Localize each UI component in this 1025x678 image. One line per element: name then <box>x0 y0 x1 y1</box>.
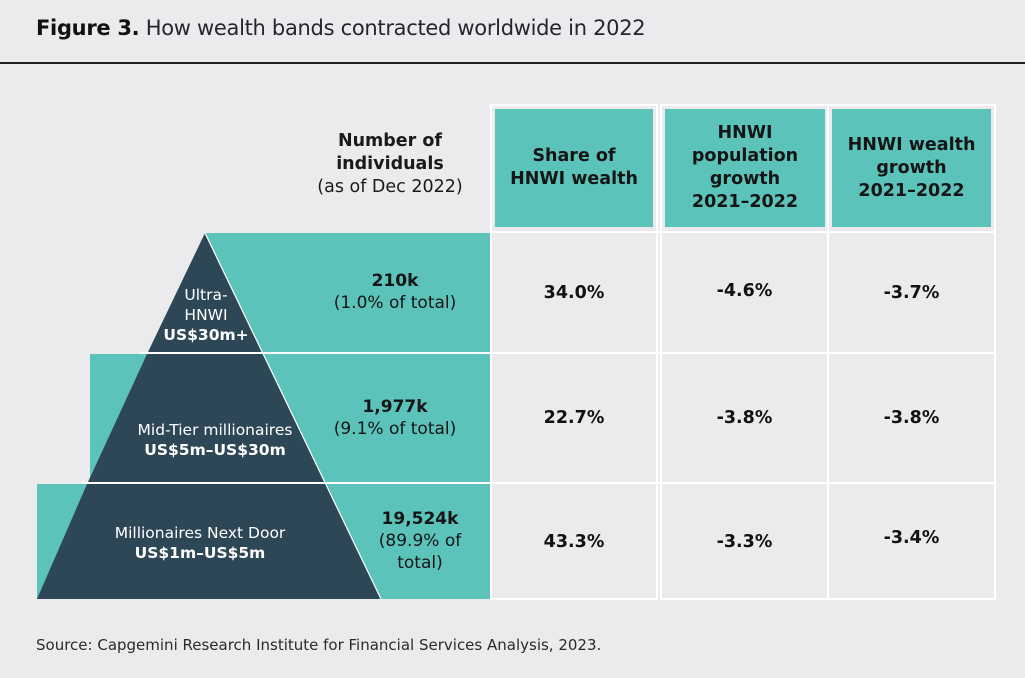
cell-popgrowth-ultra-hnwi: -4.6% <box>716 280 773 301</box>
count-mid-tier: 1,977k (9.1% of total) <box>300 396 490 440</box>
band-name: Ultra- <box>184 286 228 304</box>
count-share: (89.9% of <box>378 531 462 551</box>
column-header-wealth-growth: HNWI wealth growth 2021–2022 <box>832 109 991 227</box>
row-separator <box>490 482 996 484</box>
cell-share-mid-tier: 22.7% <box>543 408 605 428</box>
pyramid-edge <box>204 232 382 600</box>
cell-wealthgrowth-mid-tier: -3.8% <box>883 408 940 428</box>
count-header-line3: (as of Dec 2022) <box>317 177 463 197</box>
source-note: Source: Capgemini Research Institute for… <box>36 636 602 654</box>
header-line: HNWI <box>717 123 773 143</box>
row-separator <box>490 352 996 354</box>
header-line: growth <box>876 157 947 178</box>
band-name: HNWI <box>184 306 228 324</box>
cell-popgrowth-next-door: -3.3% <box>716 531 773 552</box>
count-ultra-hnwi: 210k (1.0% of total) <box>300 270 490 314</box>
column-header-population-growth: HNWI population growth 2021–2022 <box>665 109 825 227</box>
figure-title: Figure 3. How wealth bands contracted wo… <box>36 16 646 40</box>
header-line: HNWI wealth <box>847 134 976 155</box>
band-range: US$1m–US$5m <box>134 544 266 562</box>
band-range: US$5m–US$30m <box>144 441 286 459</box>
band-name: Millionaires Next Door <box>114 524 286 542</box>
count-value: 210k <box>371 271 419 291</box>
band-label-mid-tier: Mid-Tier millionaires US$5m–US$30m <box>100 420 330 460</box>
count-value: 1,977k <box>362 397 428 417</box>
header-line: HNWI wealth <box>510 169 638 189</box>
count-next-door: 19,524k (89.9% of total) <box>340 508 500 574</box>
band-label-ultra-hnwi: Ultra- HNWI US$30m+ <box>150 285 262 345</box>
cell-popgrowth-mid-tier: -3.8% <box>716 408 773 428</box>
figure-label: Figure 3. <box>36 16 140 40</box>
band-name: Mid-Tier millionaires <box>137 421 293 439</box>
header-line: Share of <box>532 146 616 166</box>
count-share: (1.0% of total) <box>333 293 457 313</box>
cell-wealthgrowth-ultra-hnwi: -3.7% <box>883 282 940 303</box>
band-range: US$30m+ <box>163 326 249 344</box>
header-line: population <box>691 146 799 166</box>
figure-title-text: How wealth bands contracted worldwide in… <box>145 16 646 40</box>
count-column-header: Number of individuals (as of Dec 2022) <box>290 130 490 199</box>
pyramid-tier-ultra-hnwi <box>148 233 262 352</box>
header-line: growth <box>709 169 781 189</box>
cell-share-next-door: 43.3% <box>543 531 605 552</box>
count-share: total) <box>397 553 443 573</box>
header-line: 2021–2022 <box>691 192 799 212</box>
cell-wealthgrowth-next-door: -3.4% <box>883 528 940 548</box>
pyramid-tier-next-door <box>37 484 381 599</box>
column-header-share-of-wealth: Share of HNWI wealth <box>495 109 653 227</box>
pyramid-tier-mid-tier <box>88 354 325 482</box>
cell-share-ultra-hnwi: 34.0% <box>543 282 605 303</box>
band-label-next-door: Millionaires Next Door US$1m–US$5m <box>80 523 320 563</box>
count-value: 19,524k <box>381 509 459 529</box>
count-share: (9.1% of total) <box>333 419 457 439</box>
row-separator <box>490 231 996 233</box>
title-divider <box>0 62 1025 64</box>
count-header-line2: individuals <box>336 154 444 174</box>
header-line: 2021–2022 <box>858 180 965 201</box>
count-header-line1: Number of <box>337 131 443 151</box>
